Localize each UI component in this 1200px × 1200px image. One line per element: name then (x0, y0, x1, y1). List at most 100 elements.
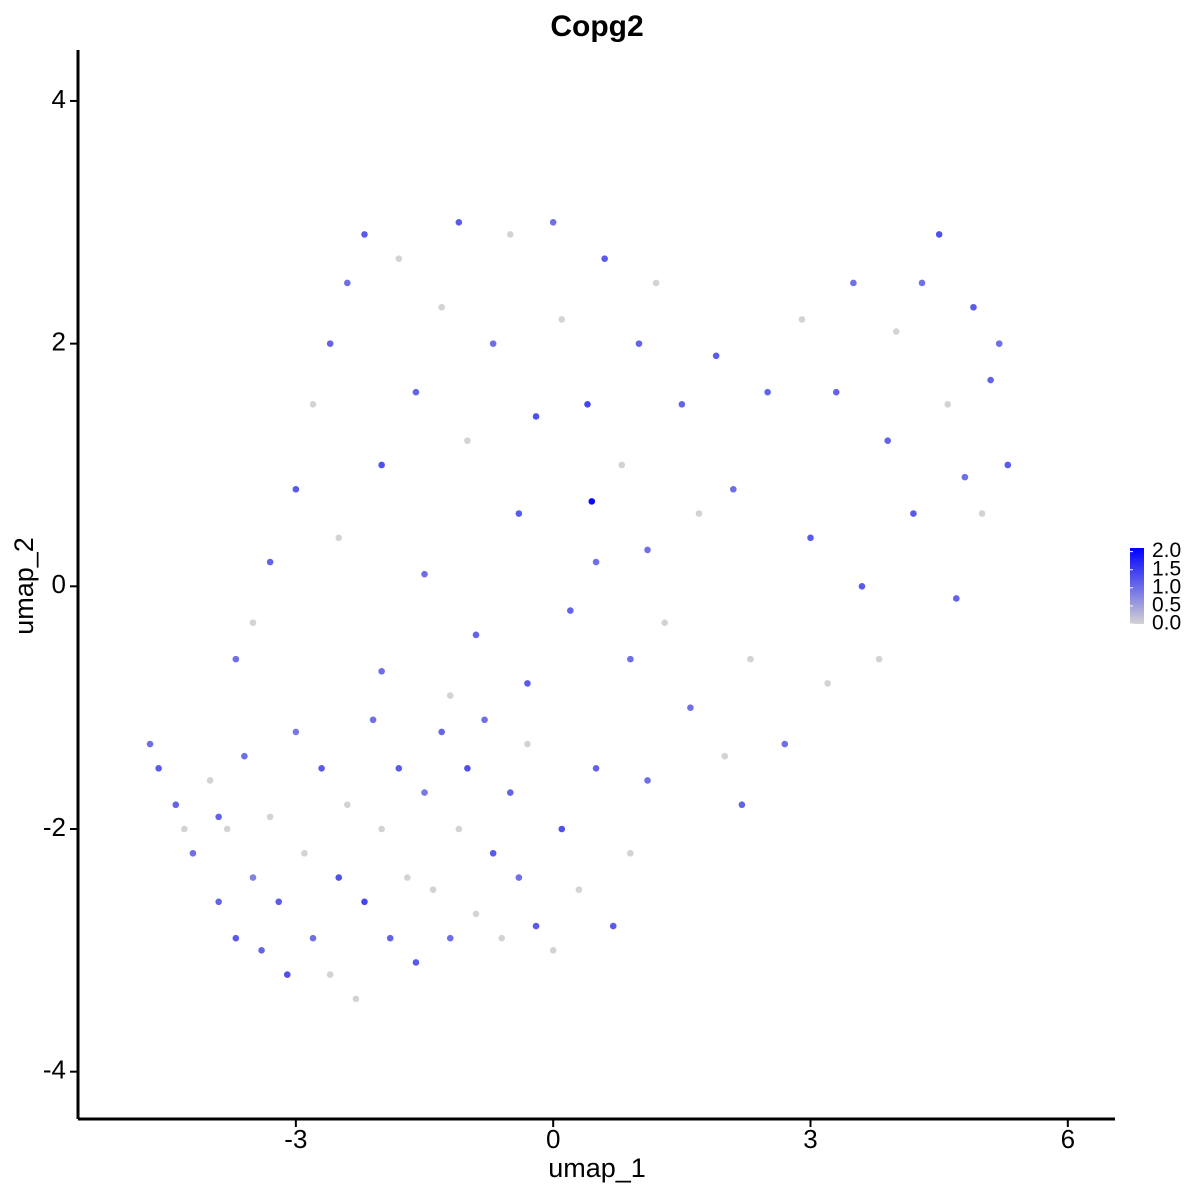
colorbar (1130, 548, 1144, 624)
y-tick-label: 4 (52, 84, 66, 114)
chart-title: Copg2 (550, 10, 643, 43)
point (807, 534, 814, 542)
point (592, 765, 600, 772)
point (395, 765, 403, 772)
point (824, 680, 831, 687)
point (472, 631, 480, 639)
point (232, 934, 240, 942)
point (884, 437, 892, 445)
point (524, 680, 531, 687)
point (455, 825, 463, 833)
point (635, 340, 643, 347)
y-tick-label: -2 (43, 812, 66, 842)
y-axis-label: umap_2 (9, 537, 39, 635)
point (335, 874, 343, 881)
point (961, 473, 969, 481)
point (215, 813, 222, 821)
point (386, 934, 394, 942)
point (549, 947, 557, 954)
point (455, 219, 463, 226)
point (721, 752, 729, 760)
point (935, 231, 943, 238)
point (301, 849, 308, 857)
point (609, 922, 617, 930)
point (361, 898, 368, 906)
point (549, 219, 557, 226)
point (515, 510, 523, 517)
point (627, 655, 634, 663)
point (438, 303, 445, 311)
point (206, 777, 214, 784)
point (215, 898, 222, 906)
point (567, 607, 574, 614)
point (644, 777, 651, 784)
point (489, 849, 497, 857)
point (326, 971, 334, 978)
point (283, 971, 291, 978)
x-tick-label: -3 (284, 1124, 307, 1154)
y-tick-label: -4 (43, 1055, 66, 1085)
point (335, 534, 343, 542)
x-tick-label: 0 (546, 1124, 560, 1154)
point (910, 510, 917, 517)
point (515, 874, 523, 881)
point (275, 898, 283, 906)
point (506, 789, 514, 796)
point (532, 413, 540, 420)
point (858, 583, 866, 590)
point (421, 570, 428, 578)
point (1004, 461, 1012, 469)
point (588, 498, 596, 505)
point (318, 765, 325, 772)
point (266, 813, 274, 821)
point (344, 801, 351, 809)
colorbar-label: 0.0 (1152, 612, 1181, 635)
point (747, 655, 754, 663)
point (446, 934, 454, 942)
point (730, 485, 737, 493)
point (292, 728, 300, 736)
point (687, 704, 694, 711)
point (378, 461, 385, 469)
point (892, 328, 900, 335)
point (446, 692, 454, 699)
point (472, 910, 480, 918)
y-tick-label: 0 (52, 569, 66, 599)
point (592, 558, 600, 566)
point (575, 886, 583, 893)
point (438, 728, 445, 736)
point (412, 959, 420, 966)
point (404, 874, 411, 881)
point (249, 874, 257, 881)
point (344, 279, 351, 287)
point (361, 231, 368, 238)
point (558, 316, 566, 323)
point (764, 388, 771, 396)
point (953, 595, 960, 602)
point (241, 752, 248, 760)
point (524, 740, 531, 748)
point (481, 716, 488, 724)
point (352, 995, 360, 1003)
point (618, 461, 626, 469)
point (738, 801, 746, 809)
x-tick-label: 3 (803, 1124, 817, 1154)
point (944, 401, 952, 408)
point (532, 922, 540, 930)
point (489, 340, 497, 347)
colorbar-label: 1.0 (1152, 575, 1181, 598)
point (266, 558, 274, 566)
point (695, 510, 703, 517)
point (292, 485, 300, 493)
point (369, 716, 377, 724)
point (781, 740, 789, 748)
point (155, 765, 162, 772)
point (970, 303, 977, 311)
point (223, 825, 231, 833)
point (627, 849, 634, 857)
point (506, 231, 514, 238)
point (258, 947, 265, 954)
point (558, 825, 566, 833)
point (498, 934, 506, 942)
